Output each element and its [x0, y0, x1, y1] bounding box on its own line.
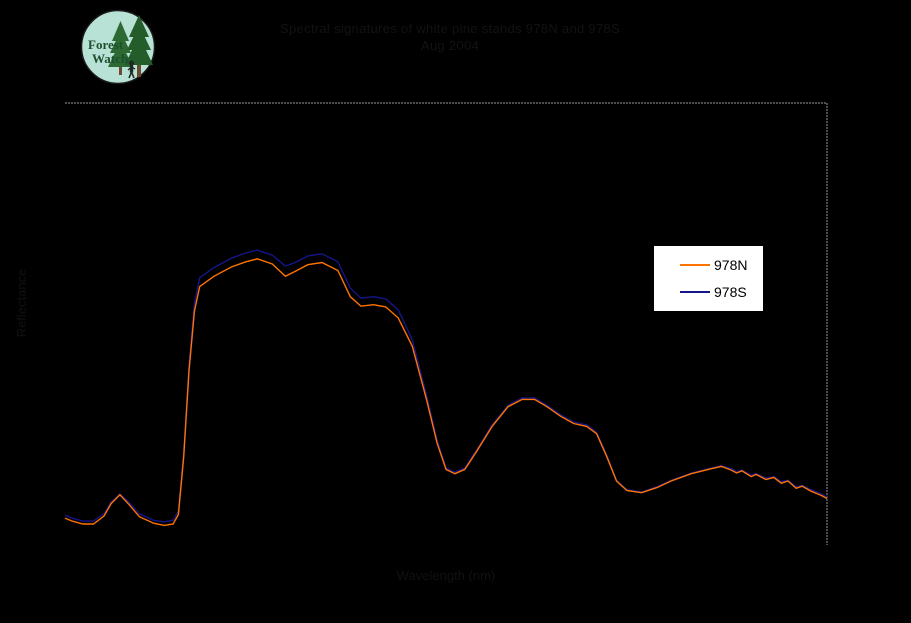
person-icon — [127, 60, 136, 79]
legend-item-978N: 978N — [680, 257, 763, 273]
legend-swatch-978N — [680, 264, 710, 267]
logo-text-line1: Forest — [88, 37, 124, 52]
legend-item-978S: 978S — [680, 284, 763, 300]
pine-tree-large-icon — [125, 15, 153, 77]
chart-title-line1: Spectral signatures of white pine stands… — [280, 21, 620, 36]
y-axis-label: Reflectance — [14, 268, 29, 338]
chart-title: Spectral signatures of white pine stands… — [65, 20, 835, 54]
series-line-978N — [64, 258, 828, 527]
legend-swatch-978S — [680, 290, 710, 293]
logo-text-line2: Watch — [92, 51, 129, 66]
chart-title-line2: Aug 2004 — [420, 38, 480, 53]
legend: 978N 978S — [653, 245, 764, 312]
legend-label-978N: 978N — [714, 257, 748, 274]
forest-watch-logo: Forest Watch — [80, 9, 156, 85]
legend-label-978S: 978S — [714, 283, 747, 300]
pine-tree-small-icon — [108, 21, 133, 75]
x-axis-label: Wavelength (nm) — [396, 568, 496, 583]
